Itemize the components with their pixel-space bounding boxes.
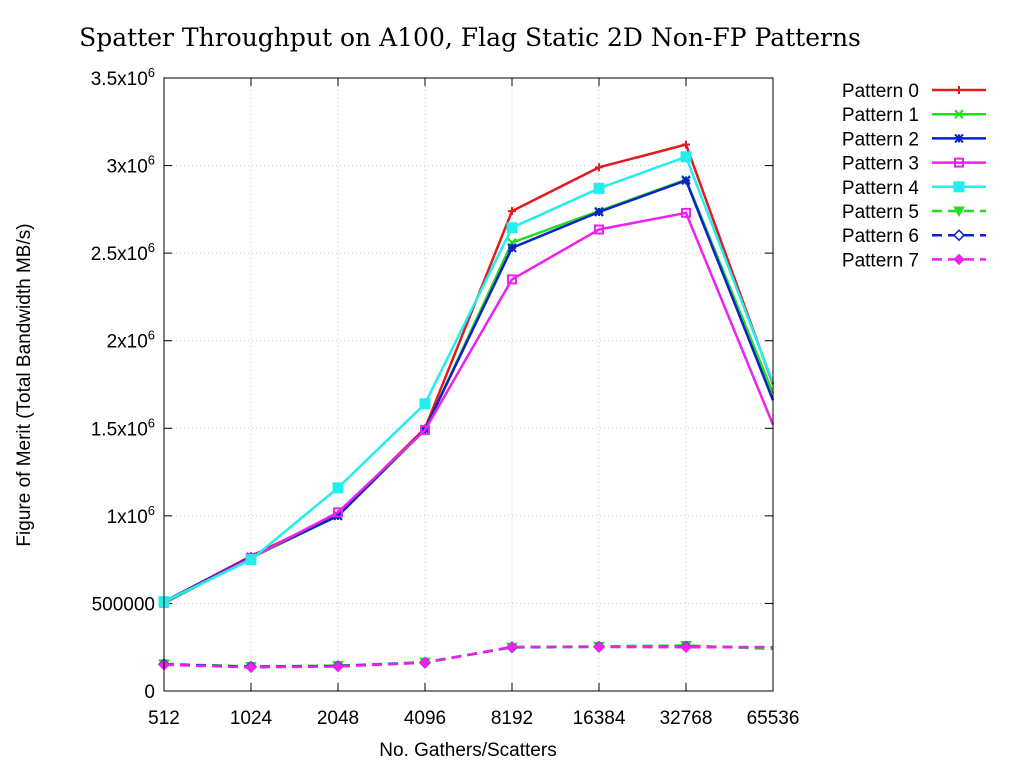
grid bbox=[164, 78, 773, 691]
x-axis-ticks: 512 1024 2048 4096 8192 16384 32768 65536 bbox=[148, 78, 799, 729]
data-point bbox=[953, 181, 965, 193]
data-point bbox=[507, 274, 517, 285]
legend-label: Pattern 5 bbox=[842, 202, 919, 223]
legend-label: Pattern 7 bbox=[842, 250, 919, 271]
legend-entry: Pattern 4 bbox=[842, 178, 986, 199]
legend-entry: Pattern 3 bbox=[842, 154, 986, 175]
legend: Pattern 0 Pattern 1 Pattern 2 Pattern 3 Patt… bbox=[842, 81, 986, 271]
data-point bbox=[593, 182, 605, 194]
legend-entry: Pattern 0 bbox=[842, 81, 986, 102]
y-tick-label: 3.5x106 bbox=[91, 65, 155, 90]
y-tick-label: 2.5x106 bbox=[91, 240, 155, 265]
y-tick-label: 0 bbox=[144, 682, 155, 703]
x-tick-label: 8192 bbox=[491, 708, 533, 729]
data-point bbox=[332, 482, 344, 494]
y-tick-label: 1.5x106 bbox=[91, 415, 155, 440]
data-point bbox=[954, 133, 964, 144]
chart-title: Spatter Throughput on A100, Flag Static … bbox=[79, 23, 861, 52]
data-point bbox=[245, 661, 257, 674]
data-point bbox=[332, 660, 344, 673]
data-point bbox=[680, 641, 692, 653]
y-axis-ticks: 0 500000 1x106 1.5x106 2x106 2.5x106 3x106 3.5x… bbox=[91, 65, 773, 703]
data-point bbox=[955, 86, 963, 94]
data-point bbox=[506, 641, 518, 653]
legend-entry: Pattern 5 bbox=[842, 202, 986, 223]
legend-label: Pattern 0 bbox=[842, 81, 919, 102]
y-tick-label: 3x106 bbox=[107, 153, 155, 178]
legend-entry: Pattern 6 bbox=[842, 226, 986, 247]
legend-entry: Pattern 1 bbox=[842, 105, 986, 126]
data-point bbox=[953, 206, 965, 218]
data-point bbox=[954, 109, 964, 119]
data-point bbox=[506, 222, 518, 234]
data-point bbox=[954, 157, 964, 168]
y-tick-label: 2x106 bbox=[107, 328, 155, 353]
data-point bbox=[595, 163, 603, 172]
series-line bbox=[163, 645, 773, 669]
legend-label: Pattern 4 bbox=[842, 178, 920, 199]
x-tick-label: 32768 bbox=[660, 708, 713, 729]
data-point bbox=[508, 207, 516, 216]
legend-entry: Pattern 7 bbox=[842, 250, 986, 271]
data-point bbox=[953, 253, 965, 266]
series-1 bbox=[159, 174, 775, 609]
legend-label: Pattern 2 bbox=[842, 129, 919, 150]
y-axis-label: Figure of Merit (Total Bandwidth MB/s) bbox=[14, 223, 35, 546]
data-point bbox=[507, 243, 517, 253]
legend-entry: Pattern 2 bbox=[842, 129, 986, 150]
x-tick-label: 4096 bbox=[404, 708, 446, 729]
data-point bbox=[594, 207, 604, 217]
data-point bbox=[333, 507, 343, 518]
y-tick-label: 500000 bbox=[92, 594, 155, 615]
series-lines bbox=[157, 140, 775, 674]
legend-label: Pattern 6 bbox=[842, 226, 919, 247]
data-point bbox=[419, 656, 431, 669]
legend-label: Pattern 1 bbox=[842, 105, 919, 126]
data-point bbox=[420, 425, 430, 436]
x-tick-label: 16384 bbox=[573, 708, 626, 729]
x-tick-label: 1024 bbox=[230, 708, 273, 729]
data-point bbox=[594, 224, 604, 235]
legend-label: Pattern 3 bbox=[842, 154, 919, 175]
x-tick-label: 512 bbox=[148, 708, 180, 729]
data-point bbox=[245, 554, 257, 566]
x-tick-label: 2048 bbox=[317, 708, 359, 729]
plot-frame bbox=[163, 77, 774, 692]
data-point bbox=[681, 175, 691, 186]
series-line bbox=[163, 177, 775, 605]
series-line bbox=[163, 155, 775, 603]
data-point bbox=[682, 140, 690, 149]
x-axis-label: No. Gathers/Scatters bbox=[379, 740, 556, 761]
data-point bbox=[593, 641, 605, 653]
series-3 bbox=[159, 207, 775, 608]
data-point bbox=[952, 229, 966, 242]
data-point bbox=[419, 398, 431, 410]
data-point bbox=[680, 151, 692, 163]
y-tick-label: 1x106 bbox=[107, 503, 155, 528]
series-7 bbox=[158, 641, 773, 674]
series-line bbox=[163, 211, 775, 604]
x-tick-label: 65536 bbox=[747, 708, 800, 729]
data-point bbox=[681, 207, 691, 218]
series-2 bbox=[159, 175, 775, 607]
series-line bbox=[163, 178, 775, 603]
